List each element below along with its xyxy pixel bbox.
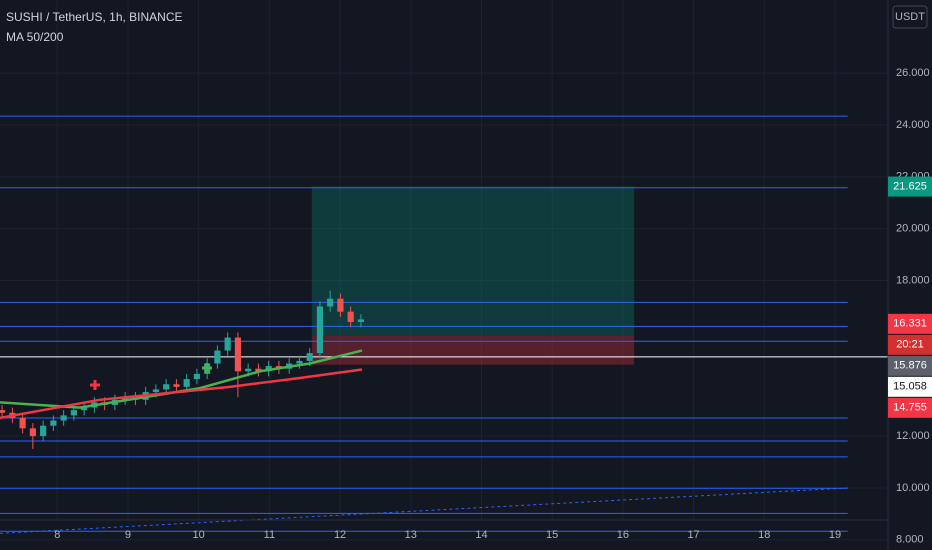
candle-body <box>245 368 252 372</box>
x-tick-label: 10 <box>193 529 205 541</box>
price-tag <box>888 376 932 397</box>
price-tag <box>888 334 932 355</box>
candle-body <box>29 428 36 437</box>
y-tick-label: 18.000 <box>896 274 930 286</box>
price-tag <box>888 313 932 334</box>
x-tick-label: 16 <box>617 529 629 541</box>
cross-marker <box>90 380 100 390</box>
candle-body <box>347 311 354 323</box>
price-tag-label: 16.331 <box>893 318 927 330</box>
price-tag-label: 15.876 <box>893 360 927 372</box>
candle-body <box>60 415 67 421</box>
candle-body <box>19 417 26 429</box>
candle-body <box>70 410 77 416</box>
candle-body <box>337 298 344 312</box>
candle-body <box>163 384 170 390</box>
x-tick-label: 14 <box>475 529 487 541</box>
x-tick-label: 12 <box>334 529 346 541</box>
indicator-label: MA 50/200 <box>6 30 64 44</box>
price-tag-label: 15.058 <box>893 381 927 393</box>
x-tick-label: 15 <box>546 529 558 541</box>
candle-body <box>152 389 159 393</box>
candle-body <box>0 410 6 413</box>
price-tag <box>888 397 932 418</box>
candle-body <box>40 425 47 437</box>
currency-box[interactable] <box>892 5 928 29</box>
chart-title: SUSHI / TetherUS, 1h, BINANCE <box>6 10 183 24</box>
y-tick-label: 12.000 <box>896 430 930 442</box>
price-tag-label: 20:21 <box>896 339 924 351</box>
x-tick-label: 9 <box>125 529 131 541</box>
x-tick-label: 18 <box>758 529 770 541</box>
candle-body <box>214 350 221 364</box>
price-tag-label: 14.755 <box>893 402 927 414</box>
price-axis: 8.00010.00012.00018.00020.00022.00024.00… <box>54 67 932 546</box>
cross-marker <box>202 363 212 373</box>
x-tick-label: 8 <box>54 529 60 541</box>
candle-body <box>357 319 365 323</box>
x-tick-label: 13 <box>405 529 417 541</box>
price-tag <box>888 176 932 197</box>
x-tick-label: 17 <box>687 529 699 541</box>
candle-body <box>296 360 303 364</box>
candle-body <box>255 368 262 372</box>
currency[interactable]: USDT <box>895 11 925 23</box>
candle-body <box>306 353 313 361</box>
price-tag-label: 21.625 <box>893 180 927 192</box>
candle-body <box>173 384 180 387</box>
candle-body <box>316 306 323 354</box>
y-tick-label: 26.000 <box>896 67 930 79</box>
x-tick-label: 19 <box>829 529 841 541</box>
plot <box>0 115 888 534</box>
candle-body <box>183 379 190 387</box>
candle-body <box>234 337 241 372</box>
ma-line <box>0 368 363 420</box>
y-tick-label: 20.000 <box>896 223 930 235</box>
y-tick-label: 10.000 <box>896 482 930 494</box>
candle-body <box>327 298 334 307</box>
candle-body <box>50 420 57 426</box>
x-tick-label: 11 <box>264 529 275 541</box>
y-tick-label: 24.000 <box>896 119 930 131</box>
stop-zone <box>311 335 635 365</box>
grid <box>0 0 888 541</box>
candle-body <box>81 407 88 411</box>
price-tag <box>888 355 932 376</box>
candle-body <box>193 373 200 380</box>
candle-body <box>224 337 231 351</box>
target-zone <box>311 186 635 336</box>
y-tick-label: 8.000 <box>896 534 924 546</box>
